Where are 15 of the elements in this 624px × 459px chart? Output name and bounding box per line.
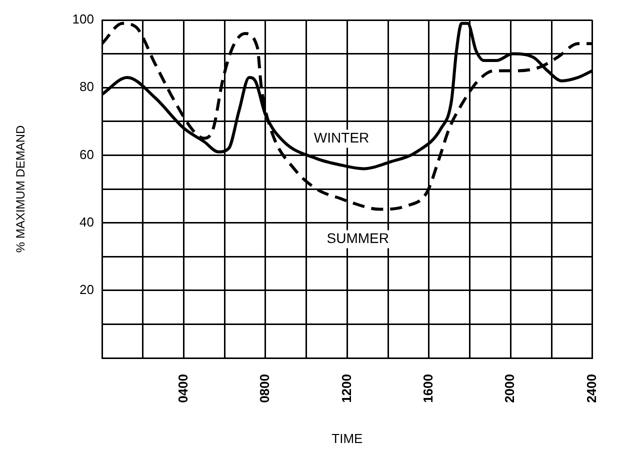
x-axis-title: TIME (332, 430, 364, 446)
y-tick-label: 20 (80, 282, 94, 297)
x-tick-label: 1600 (420, 374, 436, 403)
x-tick-label: 0800 (257, 374, 272, 403)
x-tick-label: 2000 (502, 374, 518, 403)
y-tick-label: 40 (80, 214, 94, 230)
x-tick-label: 2400 (584, 374, 599, 403)
series-label: WINTER (314, 130, 370, 146)
y-tick-label: 60 (80, 146, 94, 162)
y-tick-label: 100 (72, 12, 94, 27)
y-axis-title: % MAXIMUM DEMAND (14, 125, 28, 253)
series-label: SUMMER (326, 230, 390, 246)
x-tick-label: 1200 (338, 374, 354, 403)
x-tick-label: 0400 (175, 374, 190, 403)
y-tick-label: 80 (80, 79, 94, 94)
